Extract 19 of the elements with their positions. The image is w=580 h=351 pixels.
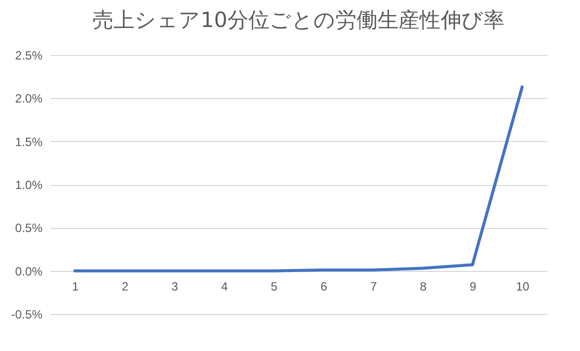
x-tick-label: 3 bbox=[171, 279, 178, 294]
y-tick-label: 2.5% bbox=[15, 48, 43, 62]
y-tick-label: 1.5% bbox=[15, 134, 43, 149]
x-tick-label: 9 bbox=[470, 279, 477, 294]
y-tick-label: 0.5% bbox=[15, 221, 43, 236]
y-tick-label: -0.5% bbox=[11, 308, 43, 322]
y-tick-label: 2.0% bbox=[15, 92, 43, 106]
chart-title: 売上シェア10分位ごとの労働生産性伸び率 bbox=[92, 8, 504, 32]
x-tick-label: 7 bbox=[370, 279, 378, 294]
y-tick-label: 1.0% bbox=[15, 178, 43, 192]
x-tick-label: 1 bbox=[72, 279, 80, 294]
line-series bbox=[73, 85, 524, 272]
x-tick-label: 2 bbox=[122, 279, 129, 294]
x-tick-label: 8 bbox=[420, 279, 427, 294]
x-tick-label: 10 bbox=[516, 279, 530, 294]
x-tick-label: 5 bbox=[270, 279, 278, 294]
y-tick-label: 0.0% bbox=[15, 264, 43, 278]
x-tick-label: 6 bbox=[320, 279, 328, 294]
x-tick-label: 4 bbox=[221, 279, 228, 294]
